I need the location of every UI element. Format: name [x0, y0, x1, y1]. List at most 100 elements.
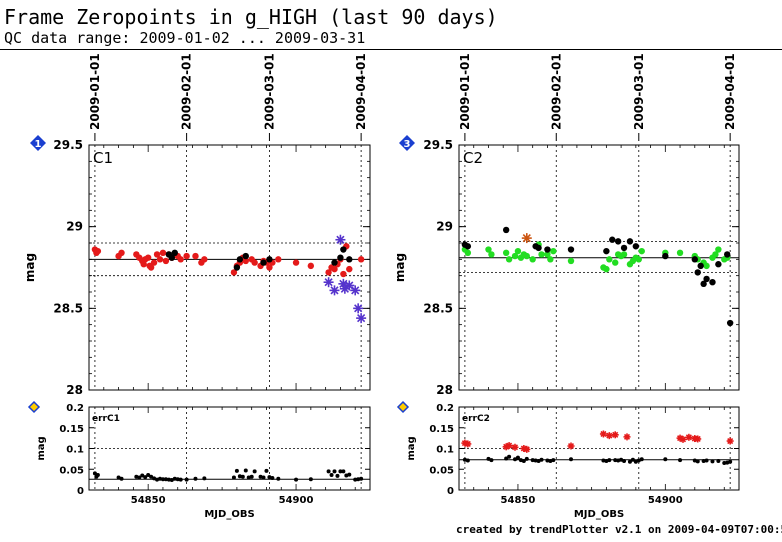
data-point — [485, 246, 492, 253]
error-point — [716, 458, 721, 463]
panel-number-diamond — [30, 135, 46, 151]
page-title: Frame Zeropoints in g_HIGH (last 90 days… — [4, 5, 498, 29]
plot-frame — [88, 144, 371, 391]
data-point — [340, 246, 347, 253]
error-point-star — [611, 431, 619, 439]
error-y-tick-label: 0.1 — [436, 445, 454, 456]
star-stroke — [600, 430, 607, 438]
data-point — [632, 243, 640, 250]
error-panel-diamond — [396, 400, 410, 414]
star-stroke — [677, 435, 684, 442]
error-point — [175, 477, 180, 482]
error-point — [704, 458, 709, 463]
error-point — [353, 477, 358, 482]
data-point — [331, 259, 338, 266]
error-y-tick-label: 0.2 — [66, 403, 84, 414]
star-stroke — [354, 304, 363, 313]
star-stroke — [567, 442, 575, 450]
error-point — [639, 457, 644, 462]
error-point — [489, 458, 494, 463]
error-y-tick-label: 0.05 — [59, 465, 84, 476]
error-point-star — [623, 433, 631, 441]
error-point — [157, 476, 162, 481]
star-stroke — [351, 286, 360, 295]
data-point — [724, 251, 731, 258]
data-point — [266, 256, 273, 263]
star-stroke — [324, 278, 333, 287]
error-point — [530, 458, 535, 463]
date-tick-label: 2009-02-01 — [180, 53, 194, 130]
date-tick-label: 2009-03-01 — [262, 53, 276, 130]
star-stroke — [345, 281, 354, 290]
data-point — [251, 259, 258, 266]
data-point — [464, 249, 472, 256]
error-point — [539, 457, 544, 462]
error-point — [513, 457, 517, 462]
star-stroke — [522, 233, 531, 243]
star-stroke — [520, 445, 527, 452]
data-point — [153, 251, 161, 258]
footer-credit: created by trendPlotter v2.1 on 2009-04-… — [456, 523, 782, 536]
data-point — [609, 236, 616, 243]
data-point — [242, 257, 249, 265]
error-point — [249, 474, 254, 479]
error-point — [722, 461, 727, 466]
data-point — [712, 251, 719, 258]
data-point — [612, 259, 619, 266]
data-point — [620, 251, 628, 258]
data-point — [511, 252, 519, 260]
data-point — [307, 262, 315, 270]
error-point — [710, 459, 715, 464]
data-point — [140, 261, 147, 268]
data-point — [505, 256, 513, 263]
error-x-tick-label: 54850 — [131, 495, 166, 506]
error-y-tick-label: 0 — [447, 486, 454, 497]
error-point — [347, 472, 352, 477]
date-tick-label: 2009-04-01 — [354, 53, 368, 130]
data-point — [567, 257, 575, 265]
data-point — [606, 256, 613, 263]
data-point — [177, 256, 184, 263]
error-point — [270, 475, 275, 480]
panel-number-label: 1 — [35, 139, 42, 150]
y-tick-label: 28.5 — [423, 301, 453, 315]
data-point — [94, 247, 102, 255]
error-point — [524, 456, 529, 461]
star-stroke — [612, 431, 619, 438]
data-point — [337, 254, 344, 261]
data-point — [233, 264, 241, 271]
error-point — [137, 475, 142, 480]
error-point — [507, 454, 512, 459]
error-y-axis-label: mag — [406, 436, 417, 460]
star-stroke — [336, 235, 345, 244]
error-point — [243, 468, 248, 473]
star-stroke — [339, 279, 348, 288]
error-point-star — [567, 442, 575, 450]
error-point — [326, 469, 331, 474]
error-panel-diamond — [27, 400, 41, 414]
data-point — [544, 251, 551, 258]
data-point — [171, 249, 178, 256]
error-point-star — [694, 435, 702, 443]
data-point — [147, 264, 155, 271]
star-stroke — [330, 286, 339, 295]
star-stroke — [606, 432, 613, 439]
error-point — [95, 473, 100, 478]
error-point — [359, 476, 364, 481]
panel-number-label: 3 — [404, 139, 411, 150]
error-point — [569, 457, 573, 462]
error-point — [163, 477, 168, 482]
y-tick-label: 29 — [66, 220, 83, 234]
star-stroke — [523, 446, 530, 453]
data-point — [567, 246, 575, 253]
error-point-star — [605, 432, 613, 440]
error-point-star — [726, 437, 734, 445]
data-point — [260, 259, 267, 266]
data-point — [168, 254, 176, 261]
star-stroke — [461, 440, 468, 447]
data-point — [523, 252, 530, 260]
date-tick-label: 2009-01-01 — [458, 53, 472, 130]
data-point — [709, 279, 716, 286]
error-point — [613, 458, 618, 463]
data-point-star — [353, 303, 364, 314]
